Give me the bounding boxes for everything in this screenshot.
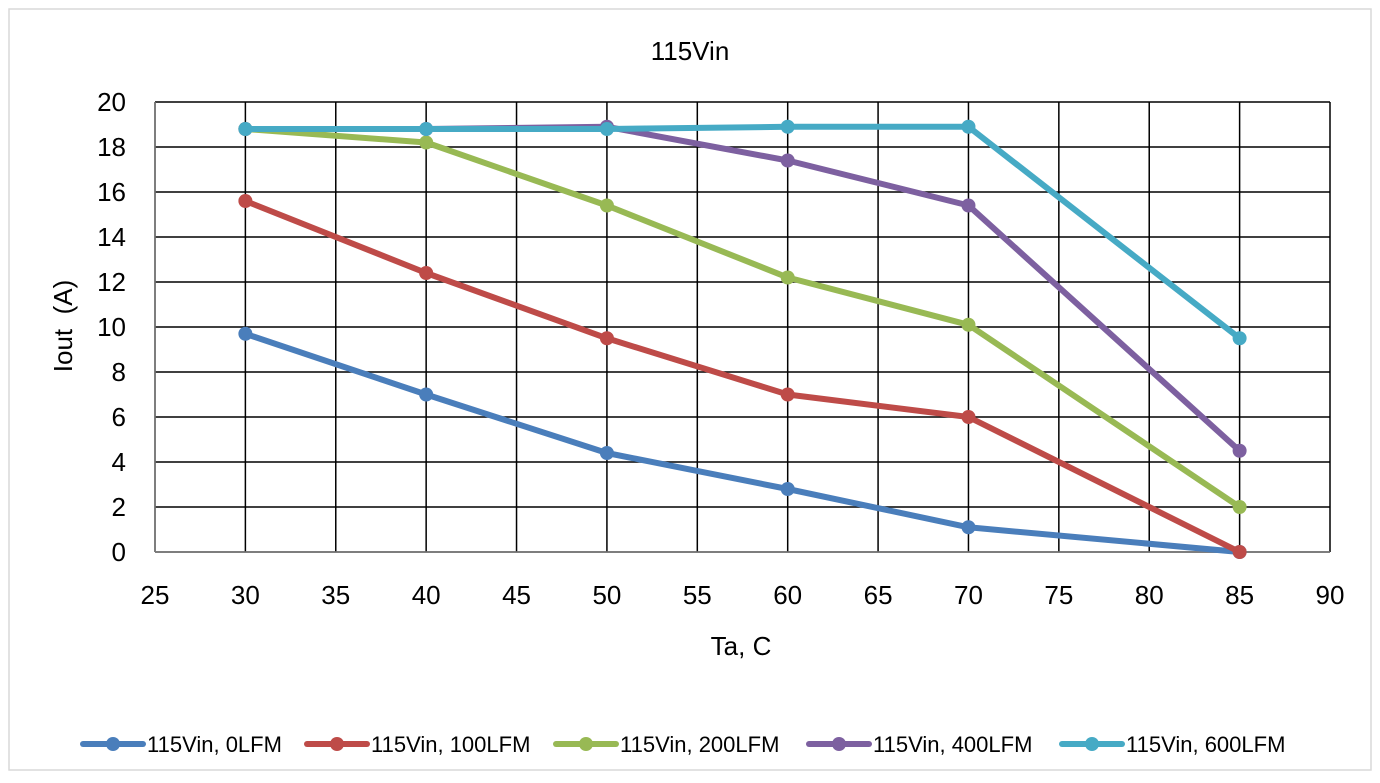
legend-label: 115Vin, 0LFM	[147, 732, 282, 757]
y-tick-label: 6	[112, 402, 126, 432]
legend-label: 115Vin, 200LFM	[620, 732, 779, 757]
y-tick-label: 8	[112, 357, 126, 387]
legend-swatch-marker	[1085, 737, 1099, 751]
y-tick-label: 20	[97, 87, 126, 117]
data-point	[599, 331, 614, 346]
data-point	[961, 198, 976, 213]
series-line	[242, 126, 1243, 510]
chart-border	[8, 8, 1372, 771]
x-tick-label: 30	[231, 580, 260, 610]
legend-label: 115Vin, 100LFM	[371, 732, 530, 757]
chart-title: 115Vin	[651, 36, 730, 66]
legend-swatch-marker	[330, 737, 344, 751]
y-tick-label: 4	[112, 447, 126, 477]
x-tick-label: 70	[954, 580, 983, 610]
data-point	[238, 326, 253, 341]
x-tick-label: 85	[1225, 580, 1254, 610]
y-tick-label: 10	[97, 312, 126, 342]
x-tick-label: 75	[1044, 580, 1073, 610]
data-point	[238, 194, 253, 208]
x-tick-label: 55	[683, 580, 712, 610]
data-point	[780, 119, 795, 134]
data-point	[961, 410, 976, 424]
data-point	[780, 387, 795, 402]
data-point	[419, 135, 434, 150]
legend-swatch-marker	[579, 737, 593, 751]
legend-item: 115Vin, 200LFM	[553, 732, 779, 757]
data-point	[419, 122, 434, 136]
legend-label: 115Vin, 400LFM	[873, 732, 1032, 757]
y-tick-label: 0	[112, 537, 126, 567]
series-group	[238, 326, 1247, 559]
data-point	[1232, 331, 1247, 346]
legend-swatch-marker	[832, 737, 846, 751]
legend-item: 115Vin, 400LFM	[806, 732, 1032, 757]
y-tick-labels: 0 2 4 6 8 10 12 14 16 18 20	[97, 87, 126, 567]
series-group	[238, 119, 1247, 346]
x-tick-labels: 25 30 35 40 45 50 55 60 65 70 75 80 85 90	[141, 580, 1345, 610]
data-point	[780, 482, 795, 496]
series-line	[242, 123, 1243, 342]
data-point	[961, 520, 976, 535]
x-axis-label: Ta, C	[711, 631, 772, 661]
data-point	[1232, 500, 1247, 514]
y-tick-label: 14	[97, 222, 126, 252]
data-point	[1232, 545, 1247, 559]
legend-item: 115Vin, 100LFM	[304, 732, 530, 757]
y-axis-label: Iout (A)	[48, 280, 78, 372]
series-line	[242, 198, 1243, 555]
legend-label: 115Vin, 600LFM	[1126, 732, 1285, 757]
x-tick-label: 60	[773, 580, 802, 610]
y-tick-label: 2	[112, 492, 126, 522]
x-tick-label: 35	[321, 580, 350, 610]
series-layer	[238, 119, 1247, 559]
legend-item: 115Vin, 0LFM	[80, 732, 282, 757]
data-point	[961, 317, 976, 332]
x-tick-label: 80	[1135, 580, 1164, 610]
data-point	[419, 266, 434, 280]
data-point	[780, 270, 795, 285]
data-point	[238, 122, 253, 136]
data-point	[419, 387, 434, 402]
data-point	[599, 198, 614, 213]
x-tick-label: 65	[864, 580, 893, 610]
x-tick-label: 45	[502, 580, 531, 610]
series-group	[238, 194, 1247, 559]
legend: 115Vin, 0LFM 115Vin, 100LFM 115Vin, 200LFM…	[80, 732, 1285, 757]
data-point	[1232, 443, 1247, 458]
data-point	[961, 119, 976, 134]
data-point	[599, 122, 614, 136]
x-tick-label: 90	[1316, 580, 1345, 610]
y-tick-label: 16	[97, 177, 126, 207]
legend-swatch-marker	[106, 737, 120, 751]
data-point	[599, 446, 614, 460]
y-tick-label: 12	[97, 267, 126, 297]
x-tick-label: 40	[412, 580, 441, 610]
y-tick-label: 18	[97, 132, 126, 162]
x-tick-label: 50	[592, 580, 621, 610]
series-line	[242, 330, 1243, 555]
legend-item: 115Vin, 600LFM	[1059, 732, 1285, 757]
x-tick-label: 25	[141, 580, 170, 610]
data-point	[780, 153, 795, 168]
